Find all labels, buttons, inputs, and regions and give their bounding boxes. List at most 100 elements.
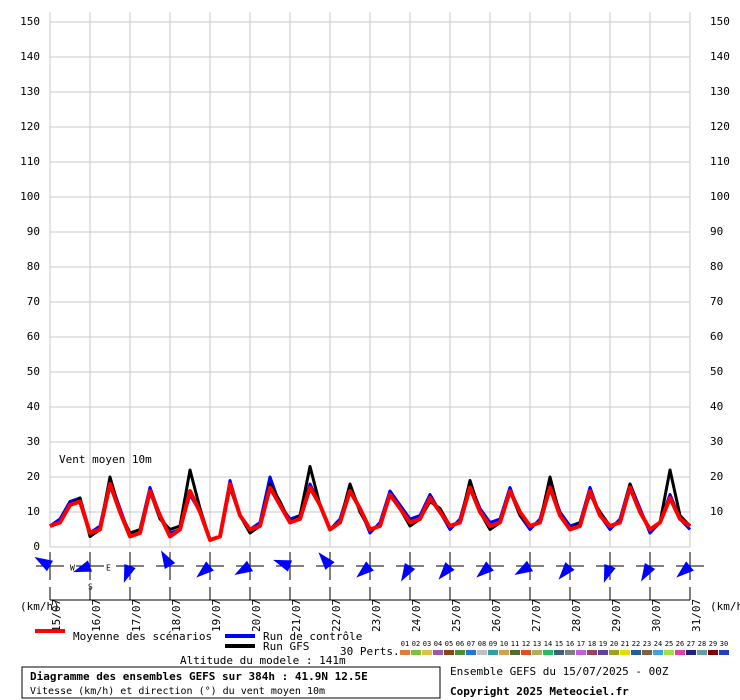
- pert-swatch: [576, 650, 586, 655]
- legend-label: Moyenne des scénarios: [73, 630, 212, 643]
- wind-direction: [558, 562, 575, 580]
- wind-direction: [234, 560, 253, 575]
- pert-label: 10: [500, 640, 508, 648]
- y-tick-label: 10: [27, 505, 40, 518]
- y-tick-label: 80: [710, 260, 723, 273]
- legend-label: Run GFS: [263, 640, 309, 653]
- y-tick-label: 120: [710, 120, 730, 133]
- pert-swatch: [708, 650, 718, 655]
- pert-swatch: [675, 650, 685, 655]
- wind-direction: [318, 552, 335, 570]
- x-tick-label: 20/07: [250, 599, 263, 632]
- pert-label: 29: [709, 640, 717, 648]
- pert-label: 21: [621, 640, 629, 648]
- y-tick-label: 20: [710, 470, 723, 483]
- y-tick-label: 30: [710, 435, 723, 448]
- x-tick-label: 30/07: [650, 599, 663, 632]
- pert-label: 18: [588, 640, 596, 648]
- y-tick-label: 80: [27, 260, 40, 273]
- series-line: [49, 482, 692, 542]
- x-tick-label: 31/07: [690, 599, 703, 632]
- y-tick-label: 20: [27, 470, 40, 483]
- pert-swatch: [444, 650, 454, 655]
- wind-direction: [273, 559, 293, 572]
- wind-direction: [356, 561, 374, 578]
- pert-swatch: [686, 650, 696, 655]
- y-tick-label: 90: [710, 225, 723, 238]
- pert-label: 26: [676, 640, 684, 648]
- y-tick-label: 110: [20, 155, 40, 168]
- legend-label: Run de contrôle: [263, 630, 362, 643]
- subtitle: Vitesse (km/h) et direction (°) du vent …: [30, 686, 325, 697]
- x-tick-label: 23/07: [370, 599, 383, 632]
- pert-label: 27: [687, 640, 695, 648]
- pert-swatch: [664, 650, 674, 655]
- x-tick-label: 21/07: [290, 599, 303, 632]
- wind-direction: [676, 561, 694, 578]
- pert-swatch: [411, 650, 421, 655]
- y-unit-right: (km/h): [710, 600, 740, 613]
- title-box: [21, 666, 441, 699]
- pert-label: 17: [577, 640, 585, 648]
- x-tick-label: 19/07: [210, 599, 223, 632]
- pert-label: 15: [555, 640, 563, 648]
- y-tick-label: 100: [710, 190, 730, 203]
- perts-label: 30 Perts.: [340, 645, 400, 658]
- pert-swatch: [587, 650, 597, 655]
- y-tick-label: 10: [710, 505, 723, 518]
- pert-swatch: [620, 650, 630, 655]
- pert-swatch: [532, 650, 542, 655]
- x-tick-label: 17/07: [130, 599, 143, 632]
- x-tick-label: 29/07: [610, 599, 623, 632]
- pert-label: 24: [654, 640, 662, 648]
- x-tick-label: 26/07: [490, 599, 503, 632]
- pert-label: 16: [566, 640, 574, 648]
- pert-label: 07: [467, 640, 475, 648]
- copyright: Copyright 2025 Meteociel.fr: [450, 685, 629, 698]
- wind-direction: [641, 563, 656, 582]
- grid: [49, 12, 691, 548]
- run-info: Ensemble GEFS du 15/07/2025 - 00Z: [450, 665, 669, 678]
- y-tick-label: 130: [20, 85, 40, 98]
- pert-swatch: [400, 650, 410, 655]
- pert-swatch: [521, 650, 531, 655]
- pert-label: 08: [478, 640, 486, 648]
- x-tick-label: 16/07: [90, 599, 103, 632]
- pert-swatch: [642, 650, 652, 655]
- pert-label: 30: [720, 640, 728, 648]
- x-tick-label: 24/07: [410, 599, 423, 632]
- pert-swatch: [433, 650, 443, 655]
- y-tick-label: 60: [710, 330, 723, 343]
- pert-label: 02: [412, 640, 420, 648]
- y-tick-label: 150: [710, 15, 730, 28]
- pert-swatch: [455, 650, 465, 655]
- y-tick-label: 40: [27, 400, 40, 413]
- pert-label: 20: [610, 640, 618, 648]
- title: Diagramme des ensembles GEFS sur 384h : …: [30, 670, 368, 683]
- compass-label: W: [70, 564, 75, 573]
- wind-direction: [123, 563, 136, 583]
- pert-label: 19: [599, 640, 607, 648]
- pert-label: 05: [445, 640, 453, 648]
- y-tick-label: 100: [20, 190, 40, 203]
- y-tick-label: 40: [710, 400, 723, 413]
- y-tick-label: 30: [27, 435, 40, 448]
- wind-direction: [196, 561, 214, 578]
- x-tick-label: 28/07: [570, 599, 583, 632]
- x-tick-label: 18/07: [170, 599, 183, 632]
- annotation: Vent moyen 10m: [59, 453, 152, 466]
- x-tick-label: 27/07: [530, 599, 543, 632]
- pert-swatch: [697, 650, 707, 655]
- pert-label: 22: [632, 640, 640, 648]
- pert-label: 14: [544, 640, 552, 648]
- pert-label: 06: [456, 640, 464, 648]
- x-tick-label: 15/07: [50, 599, 63, 632]
- pert-label: 12: [522, 640, 530, 648]
- compass-label: E: [106, 564, 111, 573]
- pert-label: 23: [643, 640, 651, 648]
- pert-swatch: [554, 650, 564, 655]
- wind-direction: [514, 560, 533, 575]
- y-tick-label: 50: [710, 365, 723, 378]
- y-tick-label: 120: [20, 120, 40, 133]
- pert-swatch: [422, 650, 432, 655]
